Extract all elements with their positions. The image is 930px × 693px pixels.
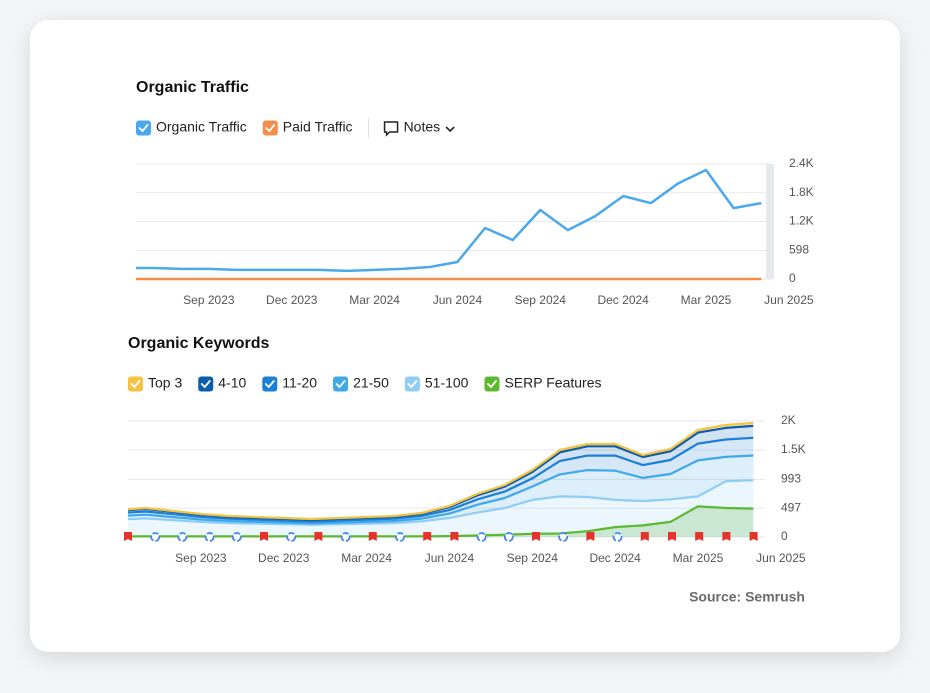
event-google	[340, 532, 351, 542]
area-fill	[128, 437, 754, 524]
legend-label: 51-100	[425, 375, 469, 391]
event-google	[150, 532, 161, 542]
x-tick-label: Jun 2024	[425, 551, 475, 565]
legend-check	[265, 124, 276, 133]
event-flag	[532, 532, 540, 541]
x-tick-label: Sep 2024	[515, 293, 567, 307]
event-flag	[260, 532, 268, 541]
legend-label: SERP Features	[504, 375, 601, 391]
legend-checkbox	[333, 376, 349, 392]
y-tick-label: 993	[781, 472, 801, 486]
event-flag	[586, 532, 595, 541]
legend-checkbox	[198, 376, 214, 392]
event-flag	[749, 532, 758, 541]
chart-title: Organic Keywords	[128, 335, 269, 352]
x-tick-label: Sep 2023	[175, 551, 227, 565]
x-tick-label: Mar 2024	[341, 551, 392, 565]
y-tick-label: 598	[789, 243, 809, 257]
chart-title: Organic Traffic	[136, 79, 249, 96]
legend-checkbox	[128, 376, 143, 392]
y-tick-label: 1.2K	[789, 214, 814, 228]
x-tick-label: Jun 2024	[433, 293, 483, 307]
event-flag	[423, 532, 432, 541]
event-flag	[722, 532, 731, 541]
x-tick-label: Mar 2025	[681, 293, 732, 307]
x-tick-label: Sep 2023	[183, 293, 235, 307]
legend-check	[407, 380, 418, 389]
x-tick-label: Jun 2025	[764, 293, 814, 307]
legend-label: 11-20	[282, 375, 317, 391]
event-google	[612, 532, 623, 542]
legend-label: 21-50	[353, 375, 389, 391]
x-tick-label: Dec 2024	[597, 293, 649, 307]
series-line	[128, 436, 754, 523]
legend-checkbox	[404, 376, 420, 392]
series-line	[128, 421, 754, 521]
x-tick-label: Dec 2023	[258, 551, 310, 565]
scroll-shade	[766, 164, 774, 279]
series-line	[128, 505, 754, 538]
event-google	[177, 532, 188, 542]
y-tick-label: 1.5K	[781, 442, 806, 456]
plot	[136, 168, 762, 281]
legend-checkbox	[484, 376, 500, 392]
plot	[128, 421, 754, 538]
y-tick-label: 1.8K	[789, 185, 814, 199]
event-flag	[124, 532, 132, 541]
area-fill	[128, 455, 754, 525]
legend-check	[487, 380, 497, 389]
source: Source: Semrush	[689, 589, 805, 605]
event-flag	[640, 532, 649, 541]
legend-check	[335, 380, 346, 389]
event-google	[476, 532, 487, 542]
card	[30, 20, 900, 652]
notes-button[interactable]: Notes	[404, 119, 441, 135]
x-tick-label: Dec 2023	[266, 293, 318, 307]
event-google	[231, 532, 242, 542]
event-google	[286, 532, 297, 542]
legend-label: 4-10	[218, 375, 246, 391]
y-tick-label: 0	[781, 529, 788, 543]
legend-checkbox	[262, 376, 278, 392]
event-flag	[695, 532, 704, 541]
x-tick-label: Dec 2024	[589, 551, 641, 565]
notes-chevron	[445, 126, 455, 133]
series-line	[136, 168, 762, 273]
x-tick-label: Jun 2025	[756, 551, 806, 565]
event-flag	[314, 532, 323, 541]
legend-label: Top 3	[148, 375, 182, 391]
legend-check	[130, 380, 141, 389]
legend-check	[264, 380, 275, 389]
area-fill	[128, 480, 754, 537]
y-tick-label: 2.4K	[789, 156, 814, 170]
area-fill	[128, 506, 754, 537]
legend-label: Paid Traffic	[283, 119, 353, 135]
notes-icon[interactable]	[383, 121, 399, 137]
event-flag	[450, 532, 459, 541]
event-flag	[668, 532, 676, 541]
x-tick-label: Mar 2025	[673, 551, 724, 565]
event-google	[503, 532, 514, 542]
area-fill	[128, 425, 754, 522]
y-tick-label: 0	[789, 271, 796, 285]
event-google	[558, 532, 569, 542]
series-line	[128, 454, 754, 525]
legend-checkbox	[136, 120, 151, 136]
legend-label: Organic Traffic	[156, 119, 247, 135]
legend-check	[138, 124, 149, 133]
event-google	[395, 532, 405, 542]
series-line	[128, 479, 754, 526]
legend-checkbox	[262, 120, 278, 136]
x-tick-label: Mar 2024	[349, 293, 400, 307]
event-flag	[368, 532, 377, 541]
x-tick-label: Sep 2024	[507, 551, 559, 565]
y-tick-label: 497	[781, 500, 801, 514]
legend-check	[200, 380, 211, 389]
event-google	[204, 532, 215, 542]
y-tick-label: 2K	[781, 413, 796, 427]
